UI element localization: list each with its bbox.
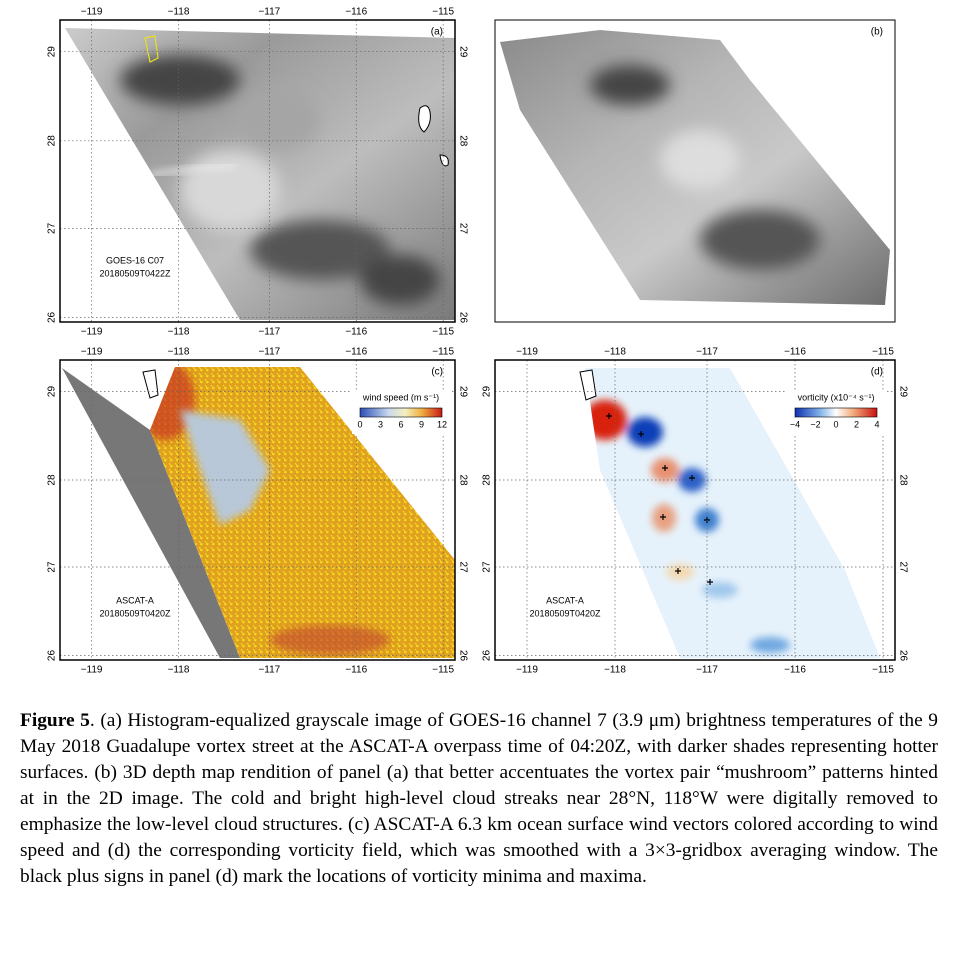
island-outline [579, 369, 597, 401]
colorbar-tick-label: −4 [790, 419, 800, 429]
panel-label: (a) [431, 27, 443, 38]
colorbar-tick-label: 3 [378, 419, 383, 429]
lon-tick-label: −117 [696, 347, 718, 358]
lon-tick-label: −116 [784, 665, 806, 676]
lat-tick-label: 28 [897, 474, 908, 486]
lon-tick-label: −117 [258, 665, 280, 676]
panel-frame [494, 359, 896, 661]
lon-tick-label: −119 [81, 327, 103, 338]
no-data-wedge [62, 368, 240, 658]
panel-frame [59, 19, 456, 323]
colorbar-title: vorticity (x10⁻⁴ s⁻¹) [798, 392, 875, 402]
island-outline [142, 369, 159, 399]
panel-annotation: 20180509T0420Z [529, 608, 601, 618]
colorbar [794, 407, 878, 418]
colorbar-tick-label: 12 [437, 419, 447, 429]
lon-tick-label: −115 [432, 665, 454, 676]
lon-tick-label: −117 [258, 327, 280, 338]
colorbar-tick-label: 0 [833, 419, 838, 429]
lon-tick-label: −119 [81, 347, 103, 358]
lon-tick-label: −115 [432, 327, 454, 338]
lon-tick-label: −118 [168, 327, 190, 338]
colorbar-tick-label: −2 [810, 419, 820, 429]
lon-tick-label: −115 [872, 347, 894, 358]
lon-tick-label: −118 [604, 665, 626, 676]
panel-label: (b) [871, 27, 883, 38]
island-outline [418, 105, 449, 167]
lon-tick-label: −118 [168, 347, 190, 358]
lat-tick-label: 26 [47, 311, 58, 323]
lat-tick-label: 26 [457, 650, 468, 662]
figure-label: Figure 5 [20, 710, 90, 731]
panel-frame [59, 359, 456, 661]
lat-tick-label: 28 [457, 474, 468, 486]
panel-label: (d) [871, 367, 883, 378]
lon-tick-label: −116 [784, 347, 806, 358]
lat-tick-label: 26 [897, 650, 908, 662]
island-outline [144, 35, 159, 63]
colorbar-tick-label: 4 [874, 419, 879, 429]
figure-caption: Figure 5. (a) Histogram-equalized graysc… [20, 708, 938, 890]
caption-text: . (a) Histogram-equalized grayscale imag… [20, 710, 938, 887]
lon-tick-label: −117 [258, 7, 280, 18]
lat-tick-label: 29 [897, 386, 908, 398]
lon-tick-label: −117 [696, 665, 718, 676]
lon-tick-label: −116 [345, 7, 367, 18]
colorbar-tick-label: 0 [357, 419, 362, 429]
lat-tick-label: 28 [47, 474, 58, 486]
colorbar [359, 407, 443, 418]
lat-tick-label: 29 [457, 46, 468, 58]
lon-tick-label: −118 [168, 7, 190, 18]
lat-tick-label: 27 [457, 223, 468, 235]
panel-annotation: ASCAT-A [116, 595, 154, 605]
colorbar-tick-label: 6 [398, 419, 403, 429]
lat-tick-label: 29 [47, 46, 58, 58]
lat-tick-label: 28 [482, 474, 493, 486]
panel-label: (c) [431, 367, 443, 378]
lon-tick-label: −119 [516, 665, 538, 676]
lat-tick-label: 28 [457, 135, 468, 147]
lon-tick-label: −115 [432, 347, 454, 358]
lon-tick-label: −118 [604, 347, 626, 358]
panel-annotation: ASCAT-A [546, 595, 584, 605]
lat-tick-label: 29 [47, 386, 58, 398]
depth-map [500, 30, 890, 305]
lon-tick-label: −119 [516, 347, 538, 358]
lat-tick-label: 26 [47, 650, 58, 662]
lat-tick-label: 27 [47, 222, 58, 234]
lat-tick-label: 26 [457, 312, 468, 324]
lon-tick-label: −115 [872, 665, 894, 676]
lon-tick-label: −119 [81, 665, 103, 676]
panel-annotation: GOES-16 C07 [106, 255, 164, 265]
lat-tick-label: 26 [482, 650, 493, 662]
lat-tick-label: 29 [482, 386, 493, 398]
lat-tick-label: 29 [457, 386, 468, 398]
lon-tick-label: −119 [81, 7, 103, 18]
lon-tick-label: −118 [168, 665, 190, 676]
lon-tick-label: −116 [345, 327, 367, 338]
lat-tick-label: 27 [482, 561, 493, 573]
panel-annotation: 20180509T0422Z [99, 268, 171, 278]
lat-tick-label: 27 [457, 561, 468, 573]
panel-annotation: 20180509T0420Z [99, 608, 171, 618]
figure: −119 −119 −118 −118 −117 −117 −116 −116 −115 −115… [47, 7, 909, 676]
lon-tick-label: −117 [258, 347, 280, 358]
colorbar-title: wind speed (m s⁻¹) [362, 392, 439, 402]
colorbar-tick-label: 2 [854, 419, 859, 429]
colorbar-tick-label: 9 [419, 419, 424, 429]
lon-tick-label: −115 [432, 7, 454, 18]
lon-tick-label: −116 [345, 347, 367, 358]
lat-tick-label: 27 [897, 561, 908, 573]
lat-tick-label: 27 [47, 561, 58, 573]
lon-tick-label: −116 [345, 665, 367, 676]
lat-tick-label: 28 [47, 135, 58, 147]
